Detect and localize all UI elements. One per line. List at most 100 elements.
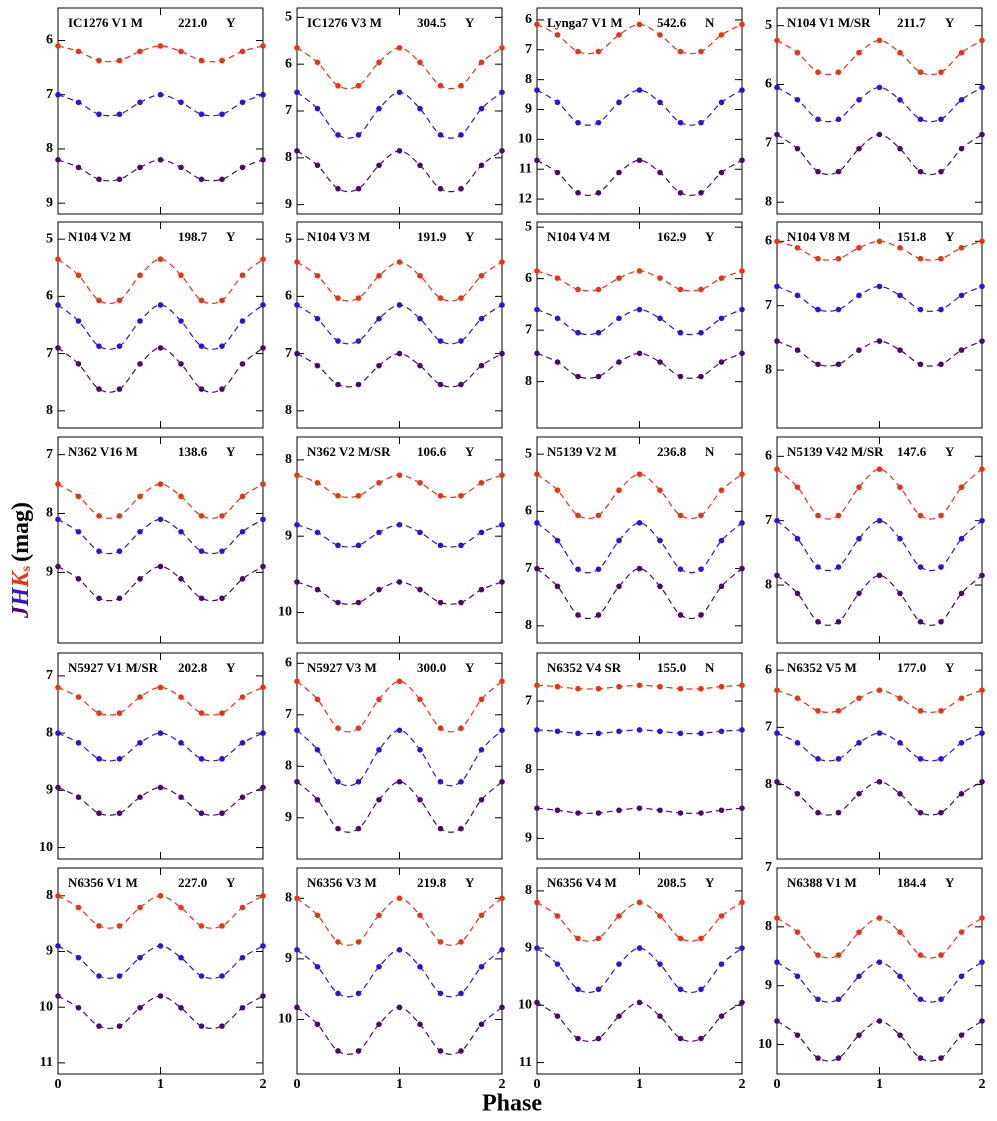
data-point: [595, 566, 602, 572]
data-point: [499, 521, 505, 528]
data-point: [657, 913, 663, 919]
panel-period: 177.0: [897, 660, 926, 675]
data-point: [437, 825, 444, 832]
data-point: [718, 275, 725, 281]
panel-period: 202.8: [178, 660, 208, 675]
data-point: [897, 695, 903, 702]
data-point: [396, 1004, 403, 1011]
data-point: [698, 986, 704, 993]
y-tick-label: 6: [765, 234, 772, 249]
data-point: [979, 572, 985, 579]
fit-curve: [776, 574, 983, 626]
data-point: [178, 794, 184, 800]
y-tick-label: 8: [285, 759, 292, 774]
data-point: [677, 1035, 684, 1042]
data-point: [657, 961, 663, 967]
x-tick-label: 1: [157, 1077, 164, 1092]
data-point: [979, 238, 985, 245]
fit-curve: [776, 520, 983, 572]
data-point: [458, 778, 464, 785]
data-point: [417, 105, 423, 112]
data-point: [478, 272, 485, 279]
data-point: [938, 168, 944, 175]
data-point: [437, 82, 444, 89]
y-tick-label: 8: [525, 883, 532, 898]
panel-label: N5927 V3 M: [307, 660, 377, 675]
data-point: [835, 168, 842, 175]
data-point: [355, 778, 362, 785]
fit-curve: [536, 89, 743, 126]
data-point: [595, 119, 602, 126]
y-tick-label: 7: [765, 298, 772, 313]
data-point: [856, 484, 862, 491]
data-point: [958, 740, 965, 746]
data-point: [239, 740, 246, 746]
data-point: [355, 990, 362, 997]
data-point: [616, 807, 622, 814]
data-point: [260, 256, 266, 262]
panel-label: IC1276 V3 M: [307, 15, 382, 30]
y-tick-label: 7: [285, 346, 292, 361]
panel-period: 300.0: [417, 660, 446, 675]
data-point: [355, 295, 362, 301]
data-point: [835, 116, 842, 123]
data-point: [794, 145, 801, 152]
data-point: [396, 89, 403, 96]
data-point: [657, 807, 663, 814]
data-point: [575, 512, 581, 519]
data-point: [616, 169, 622, 176]
data-point: [96, 756, 102, 762]
data-point: [774, 687, 780, 693]
data-point: [575, 730, 581, 737]
data-point: [96, 810, 102, 817]
data-point: [335, 492, 341, 499]
y-tick-label: 11: [519, 161, 532, 176]
data-point: [260, 481, 266, 487]
data-point: [856, 292, 862, 299]
panel-frame: [57, 652, 264, 860]
data-point: [774, 778, 780, 785]
data-point: [116, 810, 123, 817]
y-tick-label: 8: [285, 403, 292, 418]
data-point: [198, 513, 205, 519]
data-point: [897, 347, 903, 353]
y-tick-label: 7: [525, 561, 532, 576]
data-point: [355, 599, 362, 606]
panel-period: 236.8: [657, 444, 687, 459]
data-point: [157, 43, 164, 49]
data-point: [260, 345, 266, 351]
panel-label: N6356 V1 M: [68, 875, 138, 890]
data-point: [417, 1021, 423, 1028]
fit-curve: [296, 524, 503, 548]
data-point: [876, 84, 883, 91]
data-point: [55, 784, 61, 791]
data-point: [575, 810, 581, 816]
data-point: [677, 730, 684, 737]
data-point: [856, 973, 862, 980]
data-point: [260, 156, 266, 163]
data-point: [260, 684, 266, 691]
x-tick-label: 2: [499, 1077, 506, 1092]
data-point: [458, 542, 464, 549]
data-point: [958, 97, 965, 103]
y-tick-label: 6: [765, 77, 772, 92]
data-point: [718, 1013, 725, 1020]
data-point: [897, 590, 903, 597]
data-point: [116, 595, 123, 602]
data-point: [815, 564, 821, 570]
data-point: [938, 512, 944, 519]
data-point: [938, 756, 944, 762]
data-point: [876, 466, 883, 472]
data-point: [938, 618, 944, 625]
data-point: [499, 472, 505, 478]
data-point: [116, 297, 123, 304]
data-point: [294, 579, 300, 585]
data-point: [75, 99, 82, 106]
data-point: [774, 1018, 780, 1024]
data-point: [794, 97, 801, 103]
data-point: [437, 778, 444, 785]
fit-curve: [57, 483, 264, 519]
data-point: [376, 963, 382, 970]
data-point: [958, 695, 965, 702]
y-tick-label: 9: [46, 195, 53, 210]
